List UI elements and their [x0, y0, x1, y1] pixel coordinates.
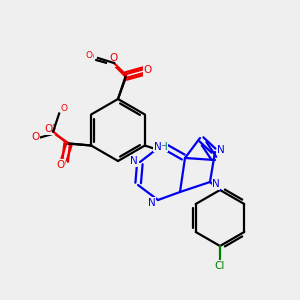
Text: N: N [212, 179, 220, 189]
Text: O: O [31, 131, 39, 142]
Text: O: O [144, 65, 152, 75]
Text: N: N [217, 145, 225, 155]
Text: O: O [109, 53, 117, 63]
Text: O: O [57, 158, 65, 169]
Text: O: O [108, 56, 116, 66]
Text: O: O [144, 66, 152, 76]
Text: N: N [154, 142, 162, 152]
Text: O: O [61, 104, 68, 113]
Text: O: O [85, 52, 93, 62]
Text: N: N [148, 198, 156, 208]
Text: Cl: Cl [215, 261, 225, 271]
Text: O: O [47, 124, 55, 134]
Text: H: H [160, 142, 168, 152]
Text: N: N [130, 156, 138, 166]
Text: O: O [85, 50, 92, 59]
Text: O: O [44, 124, 52, 134]
Text: O: O [56, 160, 64, 170]
